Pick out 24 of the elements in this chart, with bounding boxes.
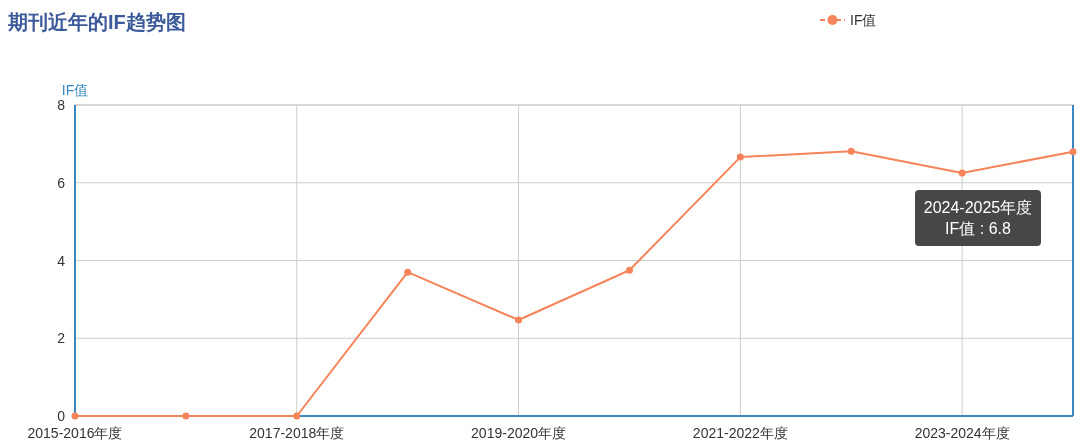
y-axis-title: IF值 bbox=[61, 82, 89, 98]
point bbox=[404, 268, 412, 276]
x-tick-label: 2021-2022年度 bbox=[692, 425, 788, 441]
point bbox=[1069, 148, 1077, 156]
x-tick-label: 2015-2016年度 bbox=[27, 425, 123, 441]
point bbox=[625, 266, 633, 274]
point bbox=[182, 412, 190, 420]
y-tick-label: 2 bbox=[57, 330, 66, 347]
x-tick-label: 2023-2024年度 bbox=[914, 425, 1010, 441]
x-tick-label: 2019-2020年度 bbox=[471, 425, 567, 441]
point bbox=[71, 412, 79, 420]
chart-title: 期刊近年的IF趋势图 bbox=[7, 11, 186, 33]
annotation: 2024-2025年度 IF值 : 6.8 bbox=[923, 199, 1033, 237]
legend-label: IF值 bbox=[850, 12, 877, 28]
y-tick-label: 6 bbox=[57, 174, 66, 191]
point bbox=[847, 147, 855, 155]
point bbox=[293, 412, 301, 420]
y-tick-label: 4 bbox=[57, 252, 66, 269]
point bbox=[736, 153, 744, 161]
y-tick-label: 8 bbox=[57, 97, 66, 113]
x-tick-label: 2017-2018年度 bbox=[249, 425, 345, 441]
point bbox=[515, 316, 523, 324]
point bbox=[958, 169, 966, 177]
y-tick-label: 0 bbox=[57, 408, 66, 424]
